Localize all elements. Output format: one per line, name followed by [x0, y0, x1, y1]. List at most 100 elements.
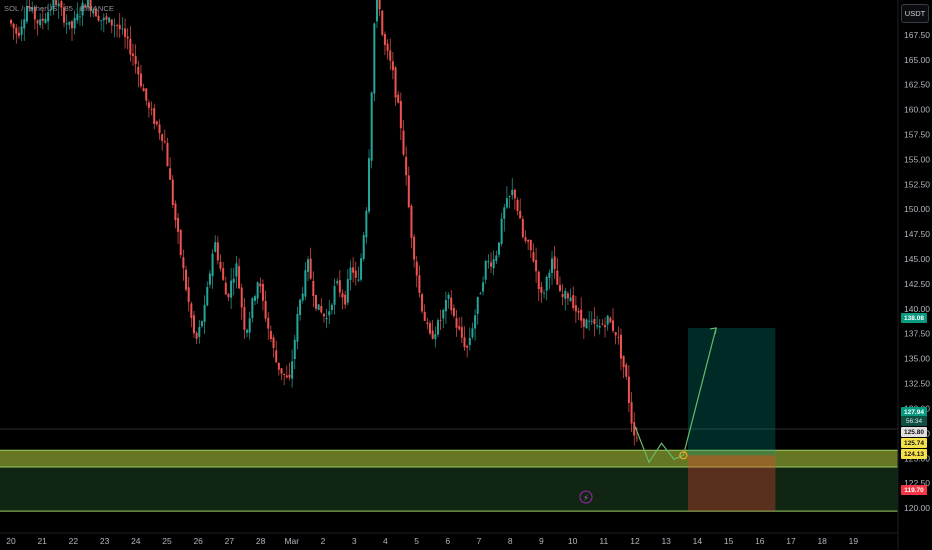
- candle-body: [102, 17, 105, 21]
- candle-body: [49, 9, 52, 10]
- candle-body: [139, 73, 142, 87]
- time-tick-label: 28: [256, 536, 266, 546]
- candle-body: [179, 229, 182, 256]
- candle-body: [442, 309, 445, 319]
- candle-body: [423, 311, 426, 321]
- time-tick-label: 12: [630, 536, 640, 546]
- candle-body: [519, 210, 522, 219]
- candle-body: [582, 318, 585, 327]
- candle-body: [444, 299, 447, 312]
- price-tick-label: 122.50: [904, 478, 930, 488]
- time-tick-label: 27: [225, 536, 235, 546]
- candle-body: [288, 374, 291, 378]
- candle-body: [158, 124, 161, 134]
- candle-body: [256, 282, 259, 299]
- time-tick-label: 11: [599, 536, 608, 546]
- candle-body: [68, 21, 71, 25]
- candle-body: [561, 294, 564, 297]
- candle-body: [535, 260, 538, 272]
- candle-body: [100, 19, 103, 21]
- time-tick-label: 22: [69, 536, 79, 546]
- candle-body: [508, 196, 511, 197]
- lightning-icon[interactable]: ⚡: [583, 494, 589, 503]
- price-tick-label: 147.50: [904, 229, 930, 239]
- candle-body: [129, 38, 132, 55]
- candle-body: [556, 270, 559, 285]
- candle-body: [283, 373, 286, 375]
- candle-body: [25, 6, 28, 22]
- candle-body: [596, 325, 599, 327]
- candle-body: [203, 304, 206, 322]
- candle-body: [317, 304, 320, 310]
- time-tick-label: 18: [817, 536, 827, 546]
- time-tick-label: 2: [321, 536, 326, 546]
- candle-body: [124, 28, 127, 37]
- candle-body: [185, 269, 188, 290]
- candle-body: [73, 17, 76, 29]
- candle-body: [206, 287, 209, 306]
- candle-body: [222, 268, 225, 280]
- candle-body: [426, 322, 429, 325]
- candle-body: [211, 253, 214, 277]
- candle-body: [240, 287, 243, 308]
- candle-body: [166, 142, 169, 167]
- candle-body: [405, 156, 408, 176]
- candle-body: [137, 66, 140, 75]
- candle-body: [521, 218, 524, 237]
- candle-body: [585, 319, 588, 329]
- candle-body: [47, 12, 50, 22]
- candle-body: [312, 280, 315, 296]
- candle-body: [296, 314, 299, 342]
- candle-body: [341, 293, 344, 298]
- candle-body: [397, 94, 400, 103]
- candle-body: [304, 270, 307, 297]
- target-price-badge: 138.08: [901, 313, 927, 323]
- time-tick-label: 16: [755, 536, 765, 546]
- candle-body: [216, 242, 219, 261]
- candle-body: [492, 259, 495, 269]
- candle-body: [421, 294, 424, 312]
- price-tick-label: 157.50: [904, 129, 930, 139]
- candle-body: [524, 237, 527, 241]
- candle-body: [113, 25, 116, 27]
- candle-body: [171, 179, 174, 205]
- candle-body: [134, 55, 137, 65]
- candle-body: [450, 297, 453, 311]
- candle-body: [354, 270, 357, 278]
- time-tick-label: 26: [193, 536, 203, 546]
- candle-body: [224, 282, 227, 295]
- candle-body: [344, 294, 347, 305]
- currency-button[interactable]: USDT: [901, 4, 929, 23]
- candle-body: [346, 279, 349, 303]
- candle-body: [177, 217, 180, 232]
- candle-body: [84, 4, 87, 8]
- zone-lower-badge: 124.13: [901, 449, 927, 459]
- candles-group: [10, 0, 638, 446]
- candle-body: [588, 320, 591, 322]
- time-axis: 20 21 22 23 24 25 26 27 28 Mar 2 3 4 5 6 7 8 9 10 11 12 13 14 1…: [6, 536, 858, 546]
- candle-body: [31, 7, 34, 11]
- candle-body: [55, 0, 58, 5]
- candle-body: [307, 259, 310, 272]
- candle-body: [110, 19, 113, 26]
- candle-body: [630, 402, 633, 424]
- price-tick-label: 137.50: [904, 329, 930, 339]
- candle-body: [235, 263, 238, 277]
- price-tick-label: 152.50: [904, 179, 930, 189]
- time-tick-label: 17: [786, 536, 796, 546]
- candle-body: [609, 317, 612, 323]
- candle-body: [227, 293, 230, 298]
- candle-body: [333, 286, 336, 305]
- candle-body: [516, 200, 519, 212]
- lightning-icon-circle[interactable]: [579, 490, 593, 504]
- candle-body: [12, 23, 15, 29]
- candle-body: [593, 319, 596, 324]
- candle-body: [78, 16, 81, 18]
- candle-body: [155, 121, 158, 125]
- candle-body: [118, 24, 121, 30]
- zone-upper-badge: 125.74: [901, 438, 927, 448]
- candle-body: [418, 275, 421, 293]
- price-tick-label: 140.00: [904, 304, 930, 314]
- candle-body: [505, 198, 508, 208]
